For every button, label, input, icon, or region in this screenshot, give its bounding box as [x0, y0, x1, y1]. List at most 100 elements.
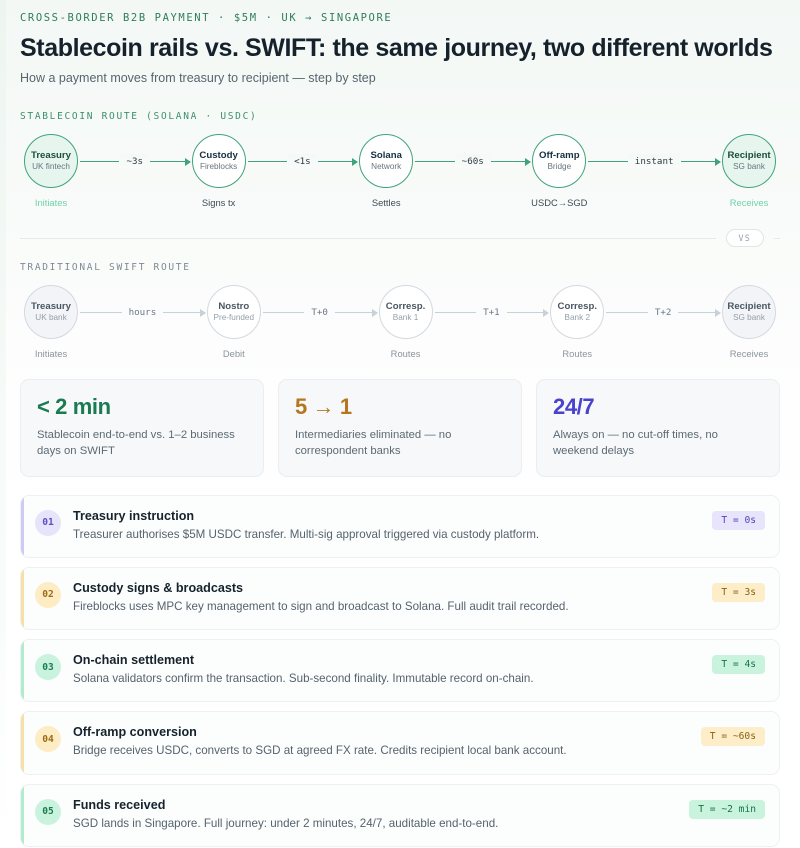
step-body: Custody signs & broadcasts Fireblocks use…: [73, 581, 700, 615]
step-list: 01 Treasury instruction Treasurer authoris…: [20, 494, 780, 847]
swift-connector-4: T+2: [606, 285, 721, 339]
stat-card: < 2 min Stablecoin end-to-end vs. 1–2 bus…: [20, 379, 264, 477]
step-number-badge: 03: [35, 654, 61, 681]
step-row[interactable]: 05 Funds received SGD lands in Singapore. …: [20, 783, 780, 847]
node-title: Corresp.: [385, 301, 426, 313]
node-subtitle: Bridge: [547, 162, 572, 172]
stablecoin-node-recipient[interactable]: Recipient SG bank Receives: [720, 134, 778, 208]
step-title: Off-ramp conversion: [73, 725, 197, 740]
step-time-badge: T = 4s: [712, 655, 765, 675]
node-title: Recipient: [727, 150, 771, 162]
swift-connector-2: T+0: [262, 285, 378, 339]
stablecoin-connector-label: <1s: [287, 154, 318, 169]
stat-value: 24/7: [553, 394, 595, 419]
node-circle: Treasury UK bank: [24, 285, 78, 339]
stat-description: Always on — no cut-off times, no weekend…: [553, 429, 718, 458]
stablecoin-connector-label: instant: [627, 154, 681, 169]
stablecoin-route-diagram: Treasury UK fintech Initiates ~3s Custody Fir…: [20, 134, 780, 208]
step-number-badge: 01: [35, 509, 61, 536]
swift-connector-label: T+2: [647, 305, 679, 320]
node-title: Treasury: [30, 150, 71, 162]
vs-badge: VS: [725, 229, 764, 247]
eyebrow-meta: CROSS-BORDER B2B PAYMENT · $5M · UK → SI…: [20, 12, 393, 24]
node-subtitle: SG bank: [733, 313, 765, 323]
route-divider: VS: [20, 228, 780, 248]
node-caption: Receives: [729, 348, 769, 359]
stablecoin-node-treasury[interactable]: Treasury UK fintech Initiates: [22, 134, 80, 208]
stablecoin-connector-3: ~60s: [415, 134, 532, 188]
node-subtitle: UK bank: [35, 313, 67, 323]
stablecoin-connector-label: ~3s: [119, 154, 151, 169]
swift-node-corresp[interactable]: Corresp. Bank 1 Routes: [377, 285, 435, 359]
stat-card: 5 → 1 Intermediaries eliminated — no corr…: [278, 379, 522, 477]
node-subtitle: Pre-funded: [213, 313, 255, 323]
step-accent-bar: [21, 640, 24, 702]
node-caption: Debit: [222, 348, 245, 359]
node-title: Custody: [199, 150, 238, 162]
node-caption: Initiates: [34, 348, 68, 359]
node-caption: Signs tx: [201, 197, 236, 208]
stablecoin-node-off-ramp[interactable]: Off-ramp Bridge USDC→SGD: [530, 134, 588, 208]
step-description: Fireblocks uses MPC key management to si…: [73, 599, 569, 613]
node-caption: USDC→SGD: [531, 197, 588, 208]
page-subtitle: How a payment moves from treasury to rec…: [20, 71, 376, 85]
stablecoin-node-solana[interactable]: Solana Network Settles: [357, 134, 415, 208]
node-circle: Solana Network: [359, 134, 414, 188]
step-body: Off-ramp conversion Bridge receives USDC,…: [73, 725, 689, 759]
swift-connector-label: T+0: [304, 305, 335, 320]
divider-rule-left: [20, 237, 716, 239]
node-subtitle: Bank 2: [564, 313, 591, 323]
node-caption: Routes: [390, 348, 421, 359]
step-body: Treasury instruction Treasurer authorises…: [73, 509, 700, 543]
step-description: Bridge receives USDC, converts to SGD at…: [73, 744, 567, 758]
step-accent-bar: [21, 712, 24, 774]
swift-connector-label: T+1: [476, 305, 507, 320]
swift-node-corresp[interactable]: Corresp. Bank 2 Routes: [548, 285, 606, 359]
swift-connector-1: hours: [80, 285, 206, 339]
step-title: Custody signs & broadcasts: [73, 580, 244, 595]
node-subtitle: UK fintech: [32, 162, 70, 172]
node-caption: Settles: [371, 197, 401, 208]
step-row[interactable]: 01 Treasury instruction Treasurer authoris…: [20, 494, 780, 558]
node-caption: Receives: [729, 197, 769, 208]
step-number-badge: 05: [35, 798, 61, 825]
node-circle: Nostro Pre-funded: [206, 285, 261, 339]
swift-node-recipient[interactable]: Recipient SG bank Receives: [720, 285, 778, 359]
node-subtitle: Fireblocks: [199, 162, 238, 172]
node-caption: Initiates: [34, 197, 68, 208]
step-time-badge: T = 0s: [712, 510, 765, 530]
stablecoin-connector-4: instant: [588, 134, 721, 188]
step-description: SGD lands in Singapore. Full journey: un…: [73, 816, 499, 830]
step-row[interactable]: 04 Off-ramp conversion Bridge receives USD…: [20, 711, 780, 775]
swift-node-treasury[interactable]: Treasury UK bank Initiates: [22, 285, 80, 359]
node-circle: Recipient SG bank: [722, 134, 777, 188]
stat-cards: < 2 min Stablecoin end-to-end vs. 1–2 bus…: [20, 379, 780, 477]
node-subtitle: Network: [371, 162, 402, 172]
step-body: Funds received SGD lands in Singapore. Fu…: [73, 798, 677, 832]
stat-card: 24/7 Always on — no cut-off times, no wee…: [536, 379, 780, 477]
step-number-badge: 02: [35, 581, 61, 608]
stablecoin-connector-1: ~3s: [80, 134, 191, 188]
step-row[interactable]: 02 Custody signs & broadcasts Fireblocks u…: [20, 566, 780, 631]
stat-value: < 2 min: [37, 394, 111, 419]
swift-node-nostro[interactable]: Nostro Pre-funded Debit: [205, 285, 263, 359]
page-title: Stablecoin rails vs. SWIFT: the same jou…: [20, 34, 773, 62]
stablecoin-connector-label: ~60s: [454, 154, 491, 169]
node-circle: Corresp. Bank 1: [378, 285, 433, 339]
step-title: Treasury instruction: [73, 508, 195, 523]
step-accent-bar: [21, 567, 24, 630]
stablecoin-node-custody[interactable]: Custody Fireblocks Signs tx: [190, 134, 248, 208]
node-circle: Custody Fireblocks: [191, 134, 246, 188]
node-title: Corresp.: [557, 301, 597, 313]
stablecoin-route-label: STABLECOIN ROUTE (SOLANA · USDC): [20, 111, 258, 122]
step-title: Funds received: [73, 797, 166, 812]
step-time-badge: T = ~2 min: [689, 799, 765, 819]
step-description: Treasurer authorises $5M USDC transfer. …: [73, 527, 540, 541]
step-time-badge: T = 3s: [712, 582, 765, 602]
node-circle: Treasury UK fintech: [24, 134, 78, 188]
step-time-badge: T = ~60s: [700, 727, 765, 747]
step-row[interactable]: 03 On-chain settlement Solana validators c…: [20, 639, 780, 703]
node-caption: Routes: [562, 348, 593, 359]
step-number-badge: 04: [35, 726, 61, 753]
